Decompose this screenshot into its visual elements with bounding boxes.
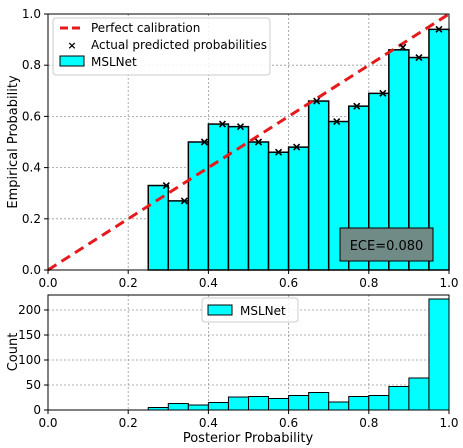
bot-y-tick-label: 50: [26, 378, 41, 392]
predicted-probability-markers: [162, 25, 443, 205]
bot-bar: [328, 401, 350, 411]
top-y-tick-label: 0.8: [22, 58, 41, 72]
bot-bar: [308, 392, 330, 411]
calibration-panel: 0.0 0.2 0.4 0.6 0.8 1.0 0.0 0.2 0.4 0.6 0.8 1.0 Em…: [6, 7, 459, 290]
calibration-y-ticks: 0.0 0.2 0.4 0.6 0.8 1.0: [22, 7, 48, 277]
top-bar: [207, 123, 230, 271]
bot-bar: [268, 398, 290, 411]
bot-bar: [368, 395, 390, 411]
count-legend-box: [201, 297, 299, 323]
bot-y-tick-label: 150: [18, 328, 41, 342]
ece-annotation-box: [339, 227, 434, 262]
top-y-tick-label: 0.4: [22, 161, 41, 175]
top-y-tick-label: 0.6: [22, 109, 41, 123]
predicted-probability-marker: [180, 197, 188, 205]
bot-bar: [348, 396, 370, 411]
top-bar: [187, 141, 210, 271]
count-legend-label-mslnet: MSLNet: [240, 304, 286, 318]
predicted-probability-marker: [200, 138, 208, 146]
bot-bar: [167, 403, 189, 411]
bot-bar: [428, 298, 450, 411]
top-x-tick-label: 0.0: [38, 276, 57, 290]
predicted-probability-marker: [379, 89, 387, 97]
predicted-probability-marker: [236, 123, 245, 131]
top-bar: [247, 141, 270, 271]
top-y-tick-label: 0.2: [22, 212, 41, 226]
top-bar: [267, 151, 290, 271]
predicted-probability-marker: [218, 120, 227, 128]
predicted-probability-marker: [333, 117, 341, 126]
calibration-y-axis-label: Empirical Probability: [6, 75, 21, 209]
bot-bar: [288, 395, 310, 411]
count-x-axis-label: Posterior Probability: [183, 431, 314, 446]
count-y-axis-label: Count: [6, 333, 21, 372]
bot-x-tick-label: 0.2: [119, 416, 138, 430]
bot-bar: [388, 386, 410, 411]
top-bar: [167, 200, 190, 271]
count-x-ticks: 0.0 0.2 0.4 0.6 0.8 1.0: [38, 410, 459, 430]
predicted-probability-marker: [293, 143, 301, 151]
top-x-tick-label: 0.8: [359, 276, 378, 290]
ece-annotation: ECE=0.080: [339, 227, 434, 262]
top-x-tick-label: 0.4: [199, 276, 218, 290]
bot-x-tick-label: 0.6: [279, 416, 298, 430]
top-x-tick-label: 0.2: [119, 276, 138, 290]
top-bar: [307, 100, 330, 271]
predicted-probability-marker: [399, 43, 407, 51]
calibration-plot-frame: [47, 13, 450, 271]
top-x-tick-label: 0.6: [279, 276, 298, 290]
bot-y-tick-label: 200: [18, 303, 41, 317]
calibration-legend-box: [52, 17, 271, 76]
legend-swatch-actual-predicted: ×: [67, 39, 76, 52]
bot-bar: [187, 404, 209, 411]
count-y-ticks: 0 50 100 150 200: [18, 303, 48, 417]
legend-label-mslnet: MSLNet: [91, 55, 137, 69]
legend-label-actual-predicted: Actual predicted probabilities: [91, 38, 267, 52]
top-y-tick-label: 1.0: [22, 7, 41, 21]
legend-swatch-mslnet: [59, 55, 85, 67]
top-bar: [287, 146, 310, 271]
bot-y-tick-label: 100: [18, 353, 41, 367]
legend-label-perfect-calibration: Perfect calibration: [91, 21, 200, 35]
predicted-probability-marker: [415, 53, 423, 62]
bot-x-tick-label: 1.0: [439, 416, 458, 430]
bot-bar: [227, 396, 249, 411]
predicted-probability-marker: [353, 102, 361, 110]
calibration-legend: Perfect calibration × Actual predicted p…: [52, 17, 271, 76]
bot-x-tick-label: 0.0: [38, 416, 57, 430]
predicted-probability-marker: [275, 148, 283, 156]
predicted-probability-marker: [162, 181, 170, 190]
predicted-probability-marker: [435, 25, 443, 33]
bot-y-tick-label: 0: [33, 403, 41, 417]
predicted-probability-marker: [254, 138, 263, 146]
bot-x-tick-label: 0.4: [199, 416, 218, 430]
top-y-tick-label: 0.0: [22, 263, 41, 277]
count-legend: MSLNet: [201, 297, 299, 323]
bot-x-tick-label: 0.8: [359, 416, 378, 430]
calibration-x-ticks: 0.0 0.2 0.4 0.6 0.8 1.0: [38, 270, 459, 290]
count-panel: 0.0 0.2 0.4 0.6 0.8 1.0 0 50 100 150 200 Count Po…: [6, 294, 459, 446]
top-x-tick-label: 1.0: [439, 276, 458, 290]
count-plot-frame: [47, 294, 450, 411]
bot-bar: [248, 396, 270, 411]
predicted-probability-marker: [313, 97, 321, 105]
ece-annotation-text: ECE=0.080: [350, 239, 424, 254]
bot-bar: [207, 402, 229, 411]
count-legend-swatch-mslnet: [207, 304, 233, 316]
bot-bar: [408, 377, 430, 411]
